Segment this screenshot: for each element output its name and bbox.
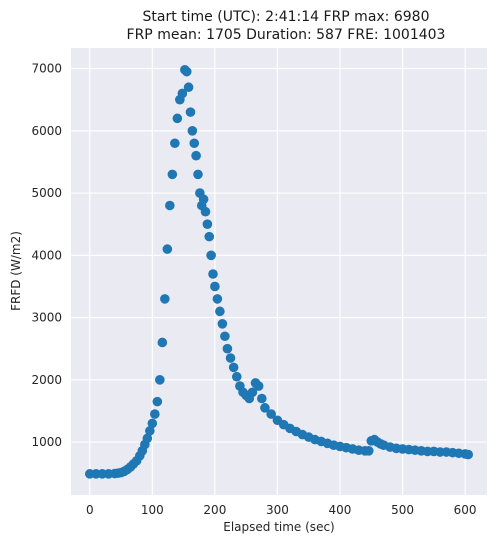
x-tick-label: 200 (203, 503, 226, 517)
data-point (155, 375, 165, 385)
x-tick-label: 400 (329, 503, 352, 517)
y-tick-label: 6000 (31, 124, 62, 138)
data-point (266, 409, 276, 419)
data-point (142, 433, 153, 444)
data-point (193, 169, 203, 180)
data-point (217, 318, 228, 329)
data-point (225, 353, 236, 363)
x-tick-label: 500 (391, 503, 414, 517)
x-tick-labels: 0 100 200 300 400 500 600 (86, 503, 477, 517)
chart-title-line2: FRP mean: 1705 Duration: 587 FRE: 100140… (127, 27, 446, 43)
data-point (204, 231, 215, 242)
chart-title-line1: Start time (UTC): 2:41:14 FRP max: 6980 (143, 9, 430, 25)
y-tick-label: 5000 (31, 186, 62, 200)
data-point (212, 294, 223, 304)
y-tick-label: 7000 (31, 62, 62, 76)
data-point (167, 169, 178, 180)
y-tick-labels: 1000 2000 3000 4000 5000 6000 7000 (31, 62, 62, 450)
data-point (253, 381, 264, 391)
gridlines (71, 48, 487, 495)
y-tick-label: 3000 (31, 311, 62, 325)
data-point (177, 88, 188, 99)
data-point (200, 206, 211, 217)
data-point (202, 219, 213, 229)
data-point (231, 371, 242, 382)
data-point (210, 281, 220, 292)
data-point (152, 396, 163, 407)
data-point (363, 445, 374, 456)
data-point (198, 194, 209, 205)
data-point (208, 269, 218, 279)
data-point (145, 426, 155, 436)
data-point (215, 306, 225, 317)
data-point (172, 113, 183, 124)
y-tick-label: 1000 (31, 435, 62, 449)
data-point (260, 403, 270, 413)
plot-area (71, 48, 487, 495)
data-point (228, 362, 239, 373)
data-point (185, 107, 196, 117)
data-point (165, 200, 175, 211)
data-point (170, 138, 180, 149)
data-point (189, 138, 200, 149)
data-point (247, 387, 258, 398)
y-axis-label: FRFD (W/m2) (9, 231, 23, 311)
x-axis-label: Elapsed time (sec) (223, 520, 334, 534)
data-point (256, 393, 267, 404)
data-points (84, 64, 474, 479)
data-point (187, 126, 198, 136)
data-point (147, 418, 158, 429)
x-tick-label: 100 (141, 503, 164, 517)
x-tick-label: 300 (266, 503, 289, 517)
data-point (181, 66, 192, 77)
data-point (222, 343, 233, 354)
data-point (206, 250, 216, 261)
data-point (463, 449, 474, 460)
data-point (183, 82, 194, 93)
data-point (162, 244, 173, 254)
data-point (160, 294, 170, 304)
data-point (150, 409, 160, 419)
data-point (191, 150, 201, 161)
y-tick-label: 4000 (31, 248, 62, 262)
x-tick-label: 0 (86, 503, 94, 517)
y-tick-label: 2000 (31, 373, 62, 387)
data-point (157, 337, 168, 348)
data-point (220, 331, 230, 342)
x-tick-label: 600 (454, 503, 477, 517)
